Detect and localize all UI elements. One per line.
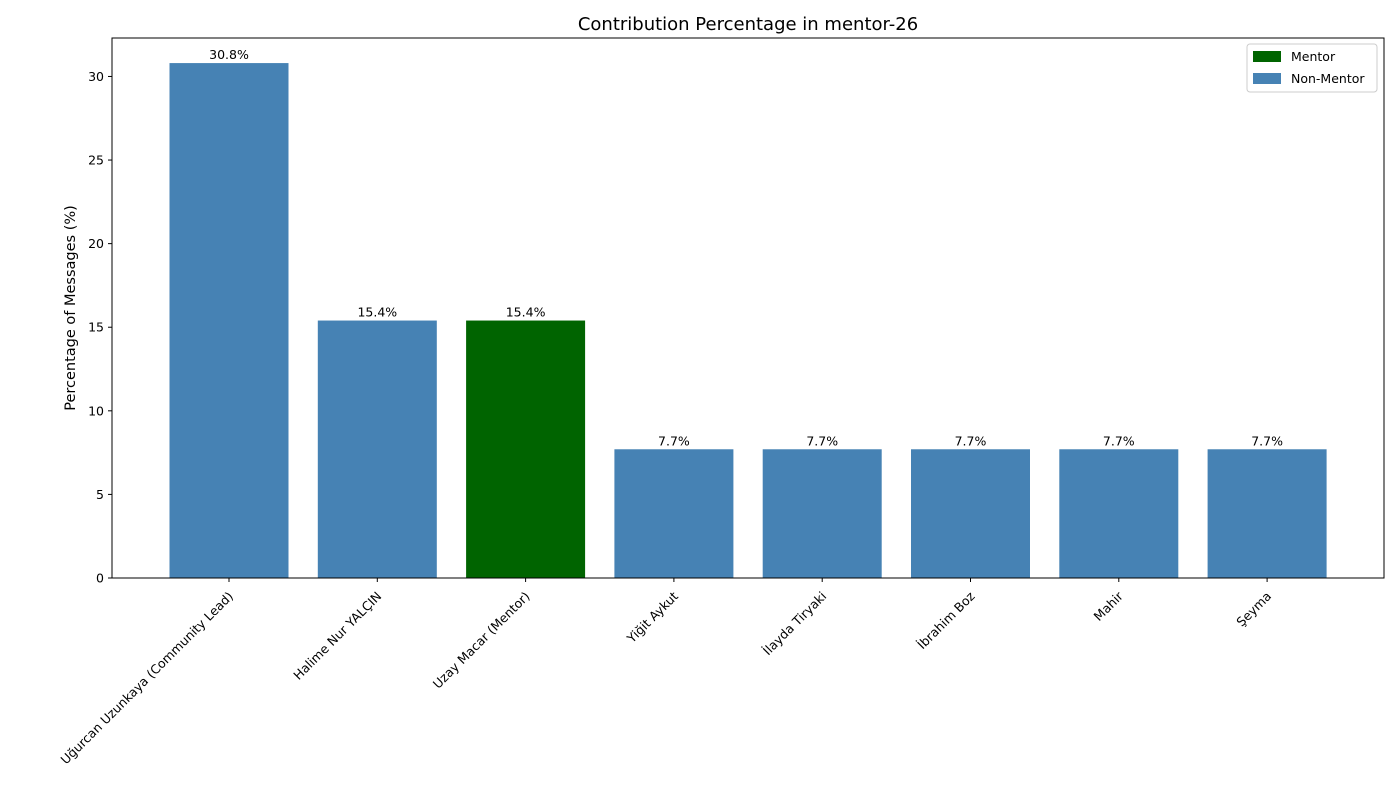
- plot-frame: [111, 37, 1385, 579]
- x-tick-label-mahir: Mahir: [1091, 588, 1127, 624]
- x-tick-label-s-eyma: Şeyma: [1233, 589, 1274, 630]
- legend: Mentor Non-Mentor: [1246, 43, 1378, 93]
- y-tick-label-0: 0: [96, 571, 104, 586]
- x-tick-label-i-brahim-boz: İbrahim Boz: [914, 588, 978, 652]
- legend-label-mentor: Mentor: [1291, 49, 1336, 64]
- chart-title: Contribution Percentage in mentor-26: [578, 14, 918, 35]
- legend-swatch-mentor: [1253, 51, 1281, 62]
- y-tick-label-25: 25: [88, 153, 104, 168]
- legend-label-non-mentor: Non-Mentor: [1291, 71, 1365, 86]
- data-label-s-eyma: 7.7%: [1251, 433, 1283, 448]
- y-tick-label-20: 20: [88, 236, 104, 251]
- bar-uzay-macar-mentor: [466, 320, 586, 578]
- bar-mahir: [1059, 449, 1179, 578]
- bar-ug-urcan-uzunkaya-community-lead: [169, 63, 289, 579]
- legend-swatch-non-mentor: [1253, 73, 1281, 84]
- x-tick-label-i-layda-tiryaki: İlayda Tiryaki: [760, 589, 830, 659]
- y-tick-label-5: 5: [96, 487, 104, 502]
- x-tick-label-halime-nur-yalc-in: Halime Nur YALÇIN: [290, 589, 384, 683]
- bars-layer: 30.8% 15.4% 15.4% 7.7% 7.7% 7.7% 7.7% 7.7%: [169, 47, 1327, 579]
- x-tick-label-yig-it-aykut: Yiğit Aykut: [623, 588, 681, 646]
- bar-i-brahim-boz: [911, 449, 1030, 578]
- x-tick-label-ug-urcan-uzunkaya-community-lead: Uğurcan Uzunkaya (Community Lead): [57, 589, 236, 768]
- bar-i-layda-tiryaki: [762, 449, 882, 578]
- data-label-i-layda-tiryaki: 7.7%: [806, 433, 838, 448]
- y-tick-label-15: 15: [88, 320, 104, 335]
- data-label-ug-urcan-uzunkaya-community-lead: 30.8%: [209, 47, 249, 62]
- y-tick-label-10: 10: [88, 403, 104, 418]
- data-label-mahir: 7.7%: [1103, 433, 1135, 448]
- bar-s-eyma: [1207, 449, 1327, 578]
- x-tick-label-uzay-macar-mentor: Uzay Macar (Mentor): [430, 589, 533, 692]
- bar-halime-nur-yalc-in: [317, 320, 437, 578]
- data-label-halime-nur-yalc-in: 15.4%: [357, 305, 397, 320]
- y-axis: 0 5 10 15 20 25 30: [88, 69, 112, 586]
- data-label-i-brahim-boz: 7.7%: [955, 433, 987, 448]
- y-axis-label: Percentage of Messages (%): [63, 205, 79, 411]
- y-tick-label-30: 30: [88, 69, 104, 84]
- bar-yig-it-aykut: [614, 449, 734, 578]
- data-label-yig-it-aykut: 7.7%: [658, 433, 690, 448]
- data-label-uzay-macar-mentor: 15.4%: [506, 305, 546, 320]
- x-axis: Uğurcan Uzunkaya (Community Lead) Halime …: [57, 578, 1274, 767]
